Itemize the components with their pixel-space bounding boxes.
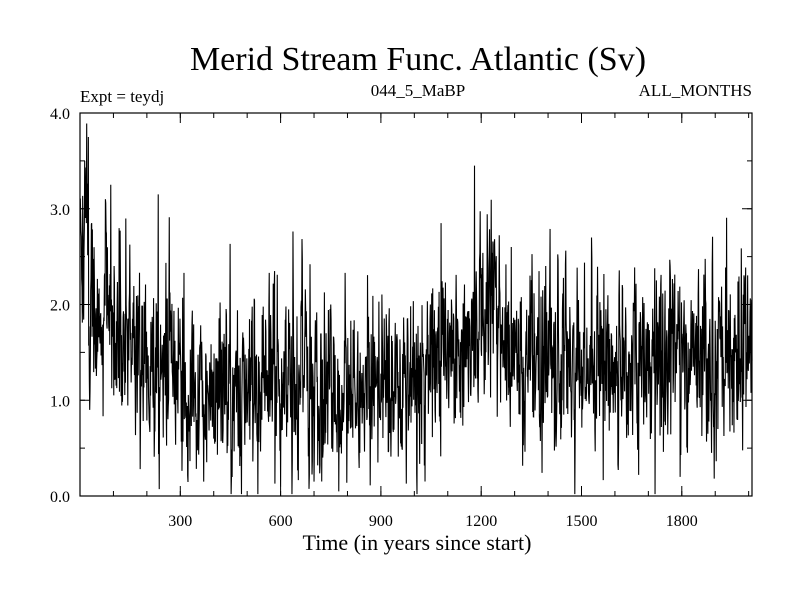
x-tick-label: 300: [168, 513, 192, 530]
y-tick-label: 4.0: [50, 106, 70, 123]
period-label: 044_5_MaBP: [371, 81, 465, 100]
experiment-label: Expt = teydj: [80, 87, 164, 106]
series-line: [79, 123, 753, 495]
x-tick-label: 1800: [666, 513, 698, 530]
chart-title: Merid Stream Func. Atlantic (Sv): [190, 41, 646, 78]
x-tick-label: 1200: [465, 513, 497, 530]
y-tick-label: 2.0: [50, 298, 70, 315]
plot-frame: [79, 112, 753, 497]
x-tick-label: 900: [369, 513, 393, 530]
y-tick-label: 3.0: [50, 202, 70, 219]
y-tick-label: 0.0: [50, 489, 70, 506]
x-axis-label: Time (in years since start): [303, 530, 532, 555]
y-tick-label: 1.0: [50, 393, 70, 410]
series-layer: [79, 123, 753, 495]
ticks-layer: 300 600 900 1200 1500 1800 0.0 1.0 2.0 3.0 4.0: [50, 106, 752, 530]
months-label: ALL_MONTHS: [639, 81, 752, 100]
x-tick-label: 1500: [565, 513, 597, 530]
x-tick-label: 600: [269, 513, 293, 530]
